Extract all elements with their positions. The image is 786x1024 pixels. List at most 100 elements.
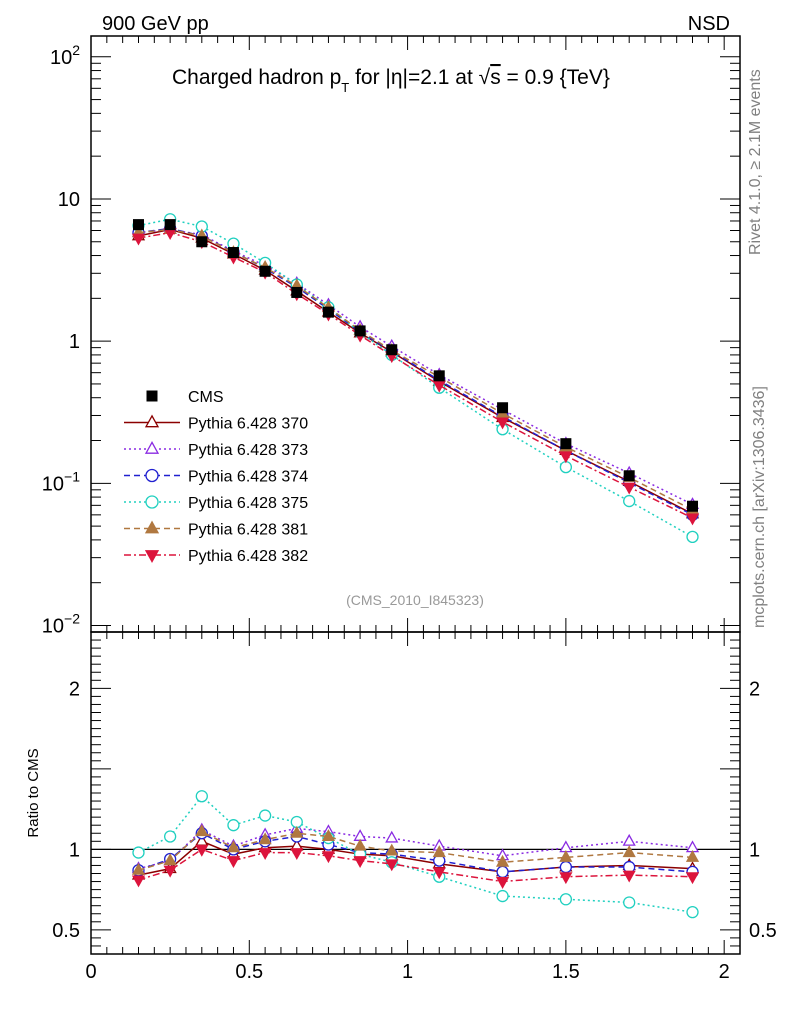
data-point-pythia-6-428-375: [559, 460, 573, 474]
ratio-y-tick-label-right: 2: [749, 678, 760, 700]
main-panel-frame: [90, 35, 741, 633]
legend-entry-cms: CMS: [146, 389, 224, 406]
data-point-cms: [259, 265, 271, 277]
ratio-point-pythia-6-428-382: [290, 848, 304, 860]
data-point-cms: [433, 370, 445, 382]
legend-label: Pythia 6.428 374: [188, 469, 308, 486]
ratio-series-pythia-6-428-375: [132, 790, 699, 919]
ratio-series-pythia-6-428-374: [132, 827, 699, 879]
ratio-point-pythia-6-428-382: [258, 848, 272, 860]
legend-marker: [144, 550, 160, 563]
ratio-point-pythia-6-428-375: [559, 893, 573, 906]
data-point-cms: [386, 344, 398, 356]
ratio-panel-frame: [90, 631, 741, 955]
header-right-label: NSD: [688, 13, 730, 35]
ratio-point-pythia-6-428-381: [432, 845, 446, 858]
ratio-line-pythia-6-428-382: [138, 848, 693, 883]
main-plot-layer: [131, 213, 700, 544]
series-cms: [132, 219, 699, 512]
ratio-point-pythia-6-428-381: [258, 832, 272, 845]
ratio-y-tick-label: 1: [69, 839, 80, 861]
ratio-point-pythia-6-428-381: [495, 854, 510, 867]
ratio-point-pythia-6-428-382: [321, 851, 336, 864]
data-point-cms: [354, 325, 366, 337]
analysis-label: (CMS_2010_I845323): [346, 592, 484, 608]
data-point-cms: [164, 219, 176, 231]
data-point-cms: [687, 500, 699, 512]
ratio-point-pythia-6-428-374: [559, 860, 573, 874]
series-pythia-6-428-375: [132, 213, 699, 544]
legend-marker: [145, 495, 159, 509]
ratio-point-pythia-6-428-375: [686, 905, 699, 919]
data-point-cms: [291, 286, 303, 298]
legend-entry-pythia-6-428-382: Pythia 6.428 382: [124, 548, 308, 565]
legend-entry-pythia-6-428-381: Pythia 6.428 381: [124, 520, 308, 539]
data-point-cms: [196, 236, 208, 248]
data-point-cms: [132, 219, 144, 231]
rivet-version-label: Rivet 4.1.0, ≥ 2.1M events: [747, 69, 764, 255]
x-tick-label: 0: [85, 961, 96, 983]
data-point-pythia-6-428-375: [623, 494, 636, 508]
legend-marker: [146, 390, 158, 402]
ratio-point-pythia-6-428-381: [353, 838, 367, 851]
ratio-point-pythia-6-428-382: [226, 856, 241, 869]
ratio-point-pythia-6-428-381: [559, 850, 573, 862]
ratio-line-pythia-6-428-381: [138, 830, 693, 871]
legend-label: Pythia 6.428 381: [188, 522, 308, 539]
legend-label: CMS: [188, 389, 224, 406]
data-point-pythia-6-428-382: [685, 513, 700, 526]
y-tick-label: 1: [69, 331, 80, 353]
data-point-cms: [623, 470, 635, 482]
ratio-point-pythia-6-428-375: [258, 809, 272, 822]
ratio-point-pythia-6-428-375: [623, 896, 636, 909]
ratio-point-pythia-6-428-375: [132, 846, 145, 859]
header-left-label: 900 GeV pp: [102, 13, 209, 35]
legend-label: Pythia 6.428 373: [188, 442, 308, 459]
ratio-point-pythia-6-428-382: [131, 875, 146, 888]
ratio-point-pythia-6-428-382: [685, 872, 700, 885]
ratio-y-tick-label: 0.5: [52, 920, 80, 942]
legend-entry-pythia-6-428-375: Pythia 6.428 375: [124, 495, 308, 512]
y-tick-label: 10−2: [42, 610, 80, 637]
x-tick-label: 1.5: [552, 961, 580, 983]
ratio-point-pythia-6-428-382: [432, 867, 446, 880]
ratio-plot-layer: [131, 790, 700, 919]
legend-marker: [144, 520, 160, 534]
ratio-point-pythia-6-428-382: [495, 877, 510, 889]
ratio-point-pythia-6-428-373: [622, 833, 636, 846]
data-point-pythia-6-428-382: [495, 417, 510, 430]
y-tick-label: 102: [50, 42, 80, 69]
ratio-point-pythia-6-428-375: [290, 815, 303, 829]
ratio-series-pythia-6-428-381: [131, 824, 700, 875]
ratio-point-pythia-6-428-373: [385, 830, 399, 843]
ratio-point-pythia-6-428-381: [685, 850, 700, 862]
data-point-cms: [497, 402, 509, 414]
ratio-point-pythia-6-428-382: [559, 872, 573, 885]
ratio-series-pythia-6-428-382: [131, 844, 700, 889]
ratio-line-pythia-6-428-370: [138, 840, 693, 876]
legend-entry-pythia-6-428-370: Pythia 6.428 370: [124, 414, 308, 433]
legend-label: Pythia 6.428 370: [188, 416, 308, 433]
ratio-point-pythia-6-428-375: [496, 889, 509, 903]
chart-title: Charged hadron pT for |η|=2.1 at √s = 0.…: [172, 66, 610, 95]
x-tick-label: 2: [719, 961, 730, 983]
ratio-point-pythia-6-428-375: [163, 830, 177, 843]
legend: CMS Pythia 6.428 370 Pythia 6.428 373 Pythi…: [124, 389, 308, 565]
legend-marker: [145, 468, 159, 483]
ratio-point-pythia-6-428-382: [163, 865, 177, 878]
legend-entry-pythia-6-428-374: Pythia 6.428 374: [124, 469, 308, 486]
ratio-y-tick-label-right: 0.5: [749, 920, 777, 942]
ratio-y-axis-label: Ratio to CMS: [25, 748, 42, 837]
ratio-point-pythia-6-428-381: [385, 843, 399, 856]
ratio-point-pythia-6-428-382: [622, 870, 636, 883]
data-point-pythia-6-428-375: [686, 530, 699, 544]
data-point-pythia-6-428-382: [131, 233, 146, 246]
ratio-point-pythia-6-428-381: [163, 853, 177, 866]
data-point-cms: [322, 306, 334, 318]
data-point-pythia-6-428-382: [622, 482, 636, 495]
ratio-point-pythia-6-428-375: [195, 790, 208, 803]
ratio-point-pythia-6-428-381: [622, 845, 636, 858]
x-tick-label: 1: [402, 961, 413, 983]
ratio-point-pythia-6-428-381: [321, 829, 336, 841]
ratio-point-pythia-6-428-375: [227, 819, 240, 832]
